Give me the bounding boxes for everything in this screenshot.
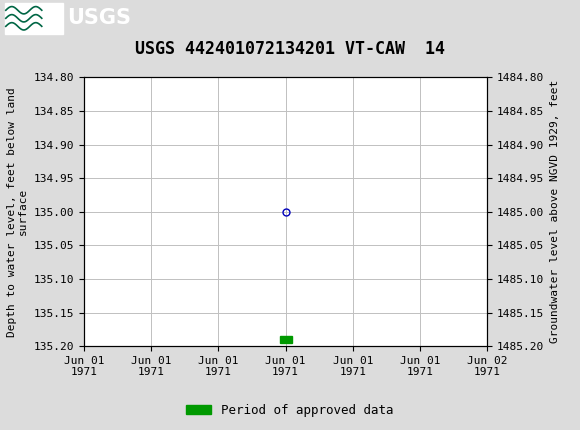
Text: USGS: USGS bbox=[67, 8, 130, 28]
Text: USGS 442401072134201 VT-CAW  14: USGS 442401072134201 VT-CAW 14 bbox=[135, 40, 445, 58]
Legend: Period of approved data: Period of approved data bbox=[181, 399, 399, 421]
Bar bbox=[5, 3, 63, 34]
Y-axis label: Depth to water level, feet below land
surface: Depth to water level, feet below land su… bbox=[7, 87, 28, 337]
Bar bbox=[280, 336, 292, 343]
Y-axis label: Groundwater level above NGVD 1929, feet: Groundwater level above NGVD 1929, feet bbox=[550, 80, 560, 344]
